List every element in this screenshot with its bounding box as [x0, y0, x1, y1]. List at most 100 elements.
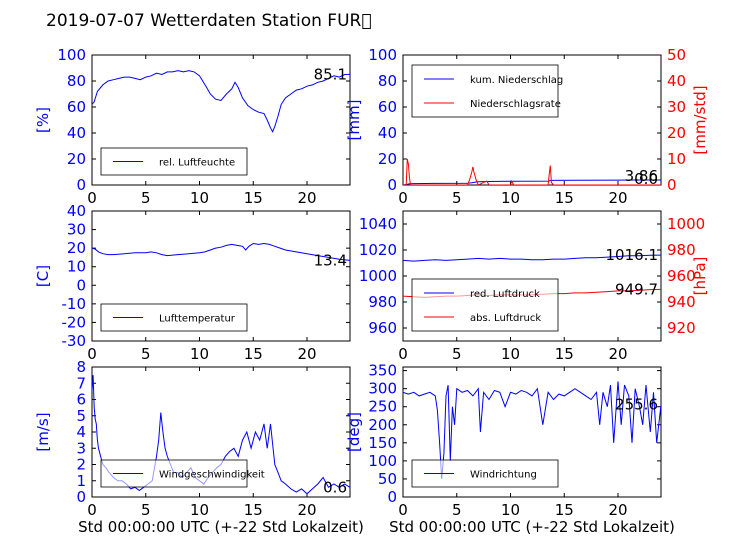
y-tick-label: 980	[368, 293, 397, 311]
y-tick-label: 30	[67, 221, 86, 239]
x-tick-label: 0	[87, 501, 97, 519]
last-value-label-right: 0.0	[634, 170, 658, 188]
x-tick-label: 10	[190, 501, 209, 519]
y-tick-label: 40	[67, 124, 86, 142]
x-tick-label: 10	[501, 345, 520, 363]
last-value-label: 1016.1	[606, 246, 659, 264]
y-tick-label: 250	[368, 398, 397, 416]
series-line-kum-niederschlag	[403, 179, 661, 185]
last-value-label: 255.6	[615, 396, 658, 414]
y-tick-label: 20	[67, 150, 86, 168]
figure-title: 2019-07-07 Wetterdaten Station FUR 	[46, 11, 372, 31]
y-tick-label: 2	[76, 456, 86, 474]
y-tick-label: 50	[378, 470, 397, 488]
y-tick-label: 350	[368, 362, 397, 380]
plot-frame	[91, 210, 351, 342]
y-axis-label: [m/s]	[34, 412, 52, 451]
legend: Lufttemperatur	[100, 303, 248, 332]
y-tick-label: 200	[368, 416, 397, 434]
x-tick-label: 20	[297, 501, 316, 519]
y-tick-label: 1020	[359, 241, 397, 259]
y-tick-label: 3	[76, 439, 86, 457]
plot-frame	[91, 54, 351, 186]
x-tick-label: 5	[452, 345, 462, 363]
y-tick-label-right: 20	[667, 124, 686, 142]
x-tick-label: 5	[452, 501, 462, 519]
legend-entry: Niederschlagsrate	[470, 99, 561, 110]
chart-pressure: 0 5 10 15 20 960 980 1000 1020 1040 920 940 960 980 10…	[359, 210, 709, 363]
y-tick-label: 7	[76, 374, 86, 392]
legend-entry: Windrichtung	[470, 470, 537, 481]
legend-box	[411, 64, 559, 118]
x-tick-label: 10	[501, 189, 520, 207]
x-tick-label: 20	[608, 189, 627, 207]
y-tick-label: 5	[76, 407, 86, 425]
x-tick-label: 0	[398, 345, 408, 363]
legend: Windgeschwindigkeit	[100, 459, 265, 488]
y-axis-label-right: [hPa]	[691, 257, 709, 296]
x-tick-label: 20	[297, 345, 316, 363]
x-tick-label: 5	[141, 345, 151, 363]
y-tick-label: 10	[67, 258, 86, 276]
x-tick-label: 5	[141, 189, 151, 207]
legend-entry: abs. Luftdruck	[470, 313, 541, 324]
x-tick-label: 0	[87, 345, 97, 363]
x-tick-label: 0	[398, 501, 408, 519]
series-line-red-luftdruck	[403, 254, 661, 262]
y-tick-label: 80	[378, 72, 397, 90]
x-tick-label: 10	[190, 189, 209, 207]
y-axis-label: [deg]	[345, 412, 363, 452]
x-tick-label: 20	[608, 501, 627, 519]
legend-entry: red. Luftdruck	[470, 289, 540, 300]
y-tick-label-right: 0	[667, 176, 677, 194]
y-tick-label: 960	[368, 319, 397, 337]
y-tick-label: 4	[76, 423, 86, 441]
y-tick-label: 1000	[359, 267, 397, 285]
y-tick-label-right: 940	[667, 293, 696, 311]
legend: rel. Luftfeuchte	[100, 147, 248, 176]
last-value-label: 3.86	[625, 167, 658, 185]
y-tick-label-right: 50	[667, 46, 686, 64]
x-tick-label: 0	[87, 189, 97, 207]
x-axis-label: Std 00:00:00 UTC (+-22 Std Lokalzeit)	[389, 518, 675, 536]
series-line-windrichtung	[403, 381, 661, 479]
legend-entry: kum. Niederschlag	[470, 75, 563, 86]
y-tick-label-right: 10	[667, 150, 686, 168]
last-value-label: 85.1	[314, 65, 347, 83]
series-line-niederschlagsrate	[403, 158, 661, 185]
y-tick-label: 40	[378, 124, 397, 142]
x-tick-label: 20	[297, 189, 316, 207]
legend: Windrichtung	[411, 459, 559, 488]
legend: red. Luftdruck abs. Luftdruck	[411, 278, 559, 332]
series-line-rel-luftfeuchte	[92, 70, 350, 133]
y-tick-label: 0	[76, 276, 86, 294]
series-line-lufttemperatur	[92, 242, 350, 261]
x-tick-label: 15	[555, 501, 574, 519]
y-tick-label: 8	[76, 358, 86, 376]
x-tick-label: 15	[244, 501, 263, 519]
y-tick-label-right: 920	[667, 319, 696, 337]
y-tick-label: 0	[387, 176, 397, 194]
x-tick-label: 20	[608, 345, 627, 363]
y-tick-label-right: 980	[667, 241, 696, 259]
x-tick-label: 10	[501, 501, 520, 519]
last-value-label-right: 949.7	[615, 280, 658, 298]
y-axis-label: [%]	[34, 107, 52, 133]
y-tick-label: 0	[387, 488, 397, 506]
y-tick-label: 0	[76, 488, 86, 506]
last-value-label: 13.4	[314, 251, 347, 269]
y-tick-label: -20	[62, 313, 87, 331]
legend-box	[100, 459, 248, 488]
y-tick-label-right: 40	[667, 72, 686, 90]
x-tick-label: 15	[244, 345, 263, 363]
y-axis-label-right: [mm/std]	[691, 85, 709, 154]
y-tick-label: 100	[368, 46, 397, 64]
y-axis-label: [C]	[34, 265, 52, 287]
legend-box	[411, 278, 559, 332]
y-tick-label: 60	[378, 98, 397, 116]
y-tick-label-right: 30	[667, 98, 686, 116]
y-tick-label-right: 1000	[667, 215, 705, 233]
